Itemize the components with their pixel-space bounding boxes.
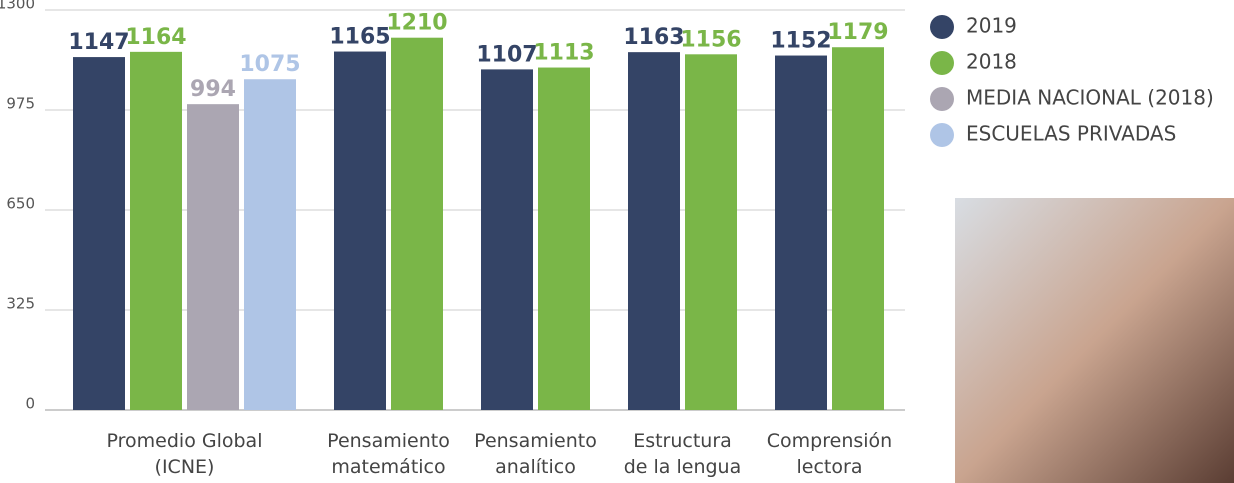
value-label: 1113 — [533, 41, 594, 66]
y-tick-label: 975 — [6, 95, 35, 113]
x-tick-label: Estructura de la lengua — [603, 428, 763, 480]
legend-marker — [930, 87, 954, 111]
bar — [244, 79, 296, 410]
value-label: 1165 — [329, 25, 390, 50]
bar — [685, 54, 737, 410]
x-tick-label: Pensamiento matemático — [309, 428, 469, 480]
bar — [73, 57, 125, 410]
y-tick-label: 650 — [6, 195, 35, 213]
value-label: 994 — [190, 77, 236, 102]
chart: 0 325 650 975 1300 11471164 9941075 11651210 110… — [0, 0, 1234, 483]
value-label: 1179 — [827, 20, 888, 45]
value-label: 1210 — [386, 11, 447, 36]
legend-marker — [930, 123, 954, 147]
value-label: 1156 — [680, 27, 741, 52]
bar — [538, 68, 590, 410]
y-tick-label: 0 — [25, 395, 35, 413]
bar — [130, 52, 182, 410]
bar — [481, 69, 533, 410]
bar — [187, 104, 239, 410]
value-label: 1107 — [476, 42, 537, 67]
value-label: 1147 — [68, 30, 129, 55]
bar — [391, 38, 443, 410]
value-label: 1152 — [770, 29, 831, 54]
y-tick-label: 1300 — [0, 0, 35, 13]
legend-label: 2018 — [966, 50, 1017, 74]
bar — [775, 56, 827, 410]
x-tick-label: Promedio Global (ICNE) — [105, 428, 265, 480]
y-tick-label: 325 — [6, 295, 35, 313]
legend-label: MEDIA NACIONAL (2018) — [966, 86, 1214, 110]
legend-marker — [930, 15, 954, 39]
photo — [955, 198, 1234, 483]
x-tick-label: Pensamiento analítico — [456, 428, 616, 480]
x-tick-label: Comprensión lectora — [750, 428, 910, 480]
value-label: 1164 — [125, 25, 186, 50]
bar — [628, 52, 680, 410]
value-label: 1163 — [623, 25, 684, 50]
bar — [334, 52, 386, 410]
legend-label: 2019 — [966, 14, 1017, 38]
legend-marker — [930, 51, 954, 75]
value-label: 1075 — [239, 52, 300, 77]
page: 0 325 650 975 1300 11471164 9941075 11651210 110… — [0, 0, 1234, 483]
bar — [832, 47, 884, 410]
legend-label: ESCUELAS PRIVADAS — [966, 122, 1176, 146]
